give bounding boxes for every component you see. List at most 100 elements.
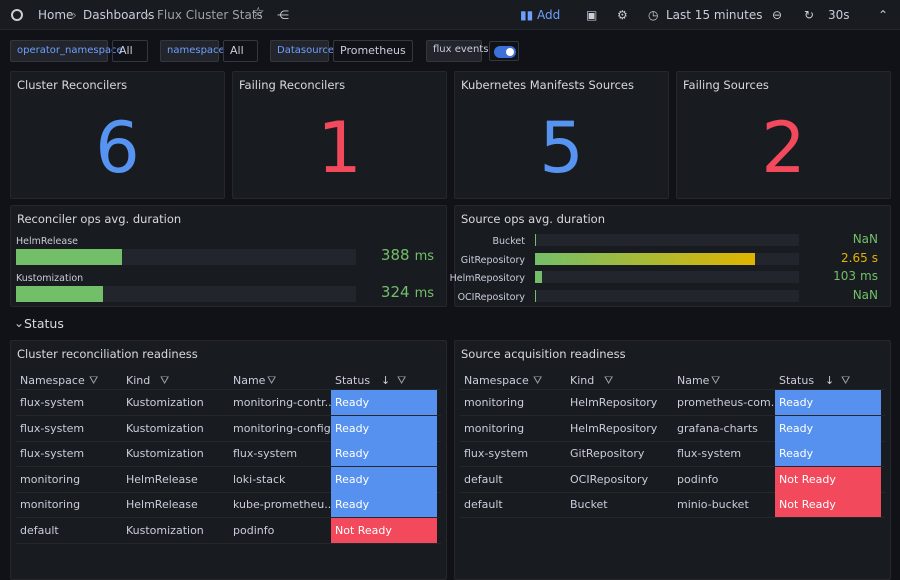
value-unit: s — [871, 250, 878, 265]
filter-icon[interactable]: ⛛ — [711, 374, 721, 387]
gauge-bar — [535, 289, 536, 302]
row-divider — [16, 440, 441, 442]
variable-select[interactable]: All — [112, 40, 148, 62]
settings-icon[interactable]: ⚙ — [617, 8, 628, 22]
gauge-value: 324 ms — [381, 283, 434, 301]
row-divider — [460, 517, 885, 518]
value-number: NaN — [852, 287, 878, 302]
row-divider — [16, 542, 441, 544]
value-number: 388 — [380, 246, 410, 264]
table-cell: flux-system — [20, 396, 85, 409]
toggle-knob — [506, 48, 514, 56]
zoom-out[interactable]: ⊖ — [772, 8, 783, 22]
stat-panel: Failing Sources 2 — [676, 71, 891, 199]
row-divider — [16, 415, 441, 416]
toggle-box[interactable] — [489, 41, 519, 61]
table-cell: monitoring — [464, 396, 525, 409]
gauge-bar — [16, 286, 103, 302]
column-header[interactable]: Kind — [570, 374, 595, 387]
value-number: 2.65 — [841, 250, 868, 265]
breadcrumb[interactable]: Dashboards — [83, 8, 155, 22]
gauge-bar — [535, 271, 542, 283]
table-cell: flux-system — [20, 447, 85, 460]
filter-icon[interactable]: ⛛ — [160, 374, 170, 387]
table-cell: default — [464, 498, 503, 511]
refresh-icon[interactable]: ↻ — [804, 8, 815, 22]
table-cell: kube-prometheu... — [233, 498, 335, 511]
clock-icon: ◷ — [648, 8, 659, 22]
table-cell: monitoring — [464, 421, 525, 435]
header-divider — [16, 389, 441, 390]
row-divider — [460, 440, 885, 442]
table-cell: Kustomization — [126, 523, 204, 537]
gauge-name: HelmRelease — [16, 236, 79, 247]
gauge-value: NaN — [853, 232, 878, 246]
save-icon[interactable]: ▣ — [586, 8, 598, 22]
filter-icon[interactable]: ⛛ — [397, 374, 407, 387]
header-divider — [460, 389, 885, 390]
status-cell: Not Ready — [331, 517, 437, 543]
row-title[interactable]: Status — [24, 316, 64, 331]
gauge-name: Kustomization — [16, 273, 84, 284]
gauge-value: 2.65 s — [841, 251, 878, 265]
status-cell: Ready — [775, 415, 881, 441]
stat-panel: Failing Reconcilers 1 — [232, 71, 447, 199]
status-cell: Not Ready — [775, 492, 881, 517]
top-nav: Home › Dashboards › Flux Cluster Stats ☆… — [0, 0, 900, 30]
table-cell: default — [20, 523, 59, 537]
row-divider — [16, 466, 441, 467]
star-icon[interactable]: ☆ — [252, 5, 265, 21]
variable-select[interactable]: All — [223, 40, 258, 62]
gauge-value: 388 ms — [381, 246, 434, 264]
table-cell: Kustomization — [126, 447, 204, 460]
bar-gauge-panel: Reconciler ops avg. duration HelmRelease 3… — [10, 205, 447, 307]
filter-icon[interactable]: ⛛ — [604, 374, 614, 387]
row-divider — [460, 415, 885, 416]
panel-title: Cluster reconciliation readiness — [17, 347, 198, 361]
sort-icon[interactable]: ↓ — [381, 374, 391, 387]
share-icon[interactable]: ⋲ — [277, 8, 289, 22]
gauge-name: Bucket — [492, 236, 526, 247]
sort-icon[interactable]: ↓ — [825, 374, 835, 387]
refresh-interval[interactable]: 30s — [828, 8, 850, 22]
add-button[interactable]: Add — [537, 8, 561, 22]
value-unit: ms — [414, 249, 434, 264]
breadcrumb[interactable]: Home — [38, 8, 74, 22]
filter-icon[interactable]: ⛛ — [841, 374, 851, 387]
table-cell: OCIRepository — [570, 472, 649, 486]
status-cell: Ready — [331, 492, 437, 517]
status-cell: Ready — [331, 466, 437, 492]
column-header[interactable]: Status — [779, 374, 815, 387]
column-header[interactable]: Status — [335, 374, 371, 387]
collapse-icon[interactable]: ⌃ — [878, 8, 889, 22]
variable-label: namespace — [160, 40, 225, 62]
time-range[interactable]: Last 15 minutes — [666, 8, 763, 22]
breadcrumb: Flux Cluster Stats — [157, 8, 263, 22]
variable-select[interactable]: Prometheus — [333, 40, 413, 62]
value-number: 103 — [833, 269, 857, 283]
status-cell: Ready — [775, 441, 881, 466]
panel-title: Cluster Reconcilers — [17, 78, 128, 92]
value-number: NaN — [852, 232, 878, 246]
table-cell: grafana-charts — [677, 421, 758, 435]
stat-panel: Cluster Reconcilers 6 — [10, 71, 225, 199]
filter-icon[interactable]: ⛛ — [89, 374, 99, 387]
row-chevron[interactable]: ⌄ — [14, 316, 25, 330]
column-header[interactable]: Kind — [126, 374, 151, 387]
gauge-bar — [16, 249, 122, 265]
table-cell: Kustomization — [126, 396, 204, 409]
column-header[interactable]: Name — [677, 374, 710, 387]
panel-title: Failing Sources — [683, 78, 769, 92]
stat-value: 5 — [539, 107, 584, 189]
column-header[interactable]: Name — [233, 374, 266, 387]
filter-icon[interactable]: ⛛ — [533, 374, 543, 387]
table-cell: flux-system — [233, 447, 298, 460]
table-cell: prometheus-com... — [677, 396, 782, 409]
filter-icon[interactable]: ⛛ — [267, 374, 277, 387]
table-cell: GitRepository — [570, 447, 645, 460]
toggle-switch[interactable] — [494, 46, 516, 58]
table-cell: monitoring-contr... — [233, 396, 336, 409]
table-cell: flux-system — [464, 447, 529, 460]
column-header[interactable]: Namespace — [20, 374, 85, 387]
column-header[interactable]: Namespace — [464, 374, 529, 387]
